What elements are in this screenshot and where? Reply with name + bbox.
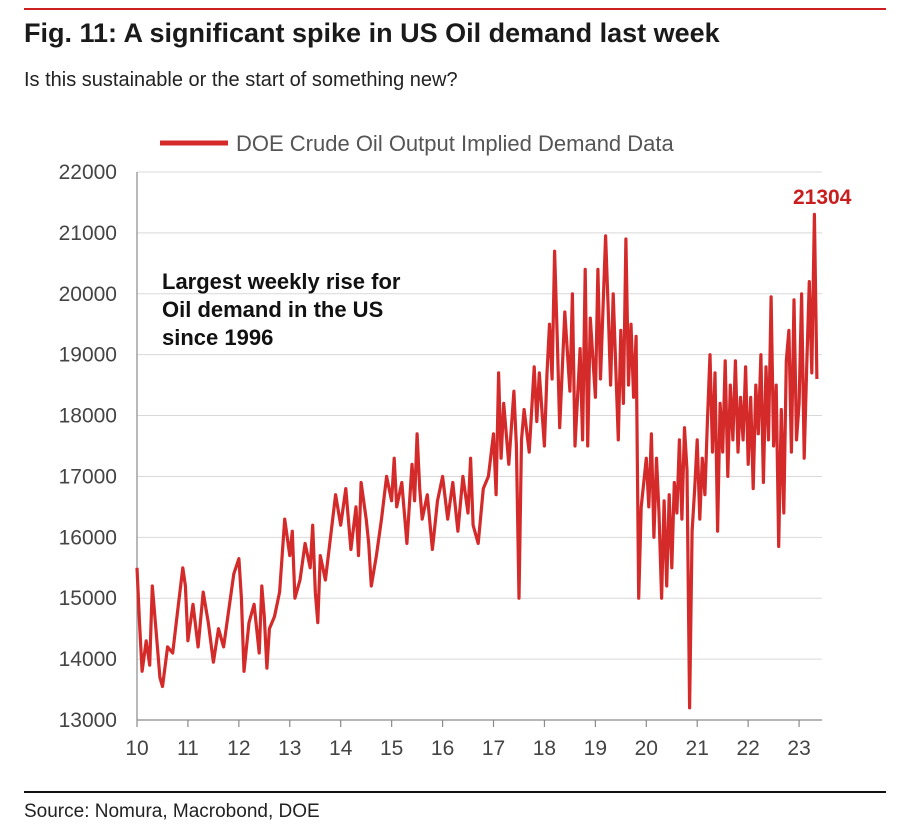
x-tick-label: 11 bbox=[177, 737, 199, 760]
figure-title: Fig. 11: A significant spike in US Oil d… bbox=[24, 18, 720, 48]
y-tick-labels: 13000 14000 15000 16000 17000 18000 19000 20000… bbox=[59, 161, 117, 732]
x-tick-label: 21 bbox=[686, 737, 709, 760]
y-tick-label: 22000 bbox=[59, 161, 117, 184]
annotation-line-2: Oil demand in the US bbox=[162, 297, 383, 322]
source-note: Source: Nomura, Macrobond, DOE bbox=[24, 801, 320, 822]
x-tick-label: 13 bbox=[278, 737, 301, 760]
legend-label: DOE Crude Oil Output Implied Demand Data bbox=[236, 131, 675, 156]
top-accent-rule bbox=[24, 8, 886, 10]
annotation-line-3: since 1996 bbox=[162, 325, 273, 350]
y-tick-label: 18000 bbox=[59, 405, 117, 428]
demand-line-chart: 13000 14000 15000 16000 17000 18000 19000 20000… bbox=[59, 131, 852, 760]
bottom-rule bbox=[24, 791, 886, 793]
y-tick-label: 16000 bbox=[59, 526, 117, 549]
y-tick-label: 20000 bbox=[59, 283, 117, 306]
annotation-line-1: Largest weekly rise for bbox=[162, 269, 401, 294]
y-tick-label: 17000 bbox=[59, 465, 117, 488]
x-axis bbox=[136, 172, 822, 727]
x-tick-label: 23 bbox=[787, 737, 810, 760]
x-tick-label: 10 bbox=[125, 737, 148, 760]
x-tick-label: 18 bbox=[533, 737, 556, 760]
x-tick-label: 19 bbox=[584, 737, 607, 760]
y-tick-label: 13000 bbox=[59, 709, 117, 732]
x-tick-label: 14 bbox=[329, 737, 353, 760]
peak-value-label: 21304 bbox=[793, 186, 852, 209]
series-layer bbox=[135, 212, 819, 710]
x-tick-labels: 10 11 12 13 14 15 16 17 18 19 20 21 22 23 bbox=[125, 737, 810, 760]
figure-subtitle: Is this sustainable or the start of some… bbox=[24, 69, 458, 91]
y-tick-label: 14000 bbox=[59, 648, 117, 671]
legend: DOE Crude Oil Output Implied Demand Data bbox=[160, 131, 675, 156]
y-tick-label: 21000 bbox=[59, 222, 117, 245]
x-tick-label: 15 bbox=[380, 737, 403, 760]
x-tick-label: 17 bbox=[482, 737, 505, 760]
x-tick-label: 22 bbox=[736, 737, 759, 760]
series-line bbox=[135, 212, 819, 710]
y-tick-label: 19000 bbox=[59, 344, 117, 367]
y-tick-label: 15000 bbox=[59, 587, 117, 610]
x-tick-label: 20 bbox=[635, 737, 658, 760]
x-tick-label: 16 bbox=[431, 737, 454, 760]
x-tick-label: 12 bbox=[227, 737, 250, 760]
